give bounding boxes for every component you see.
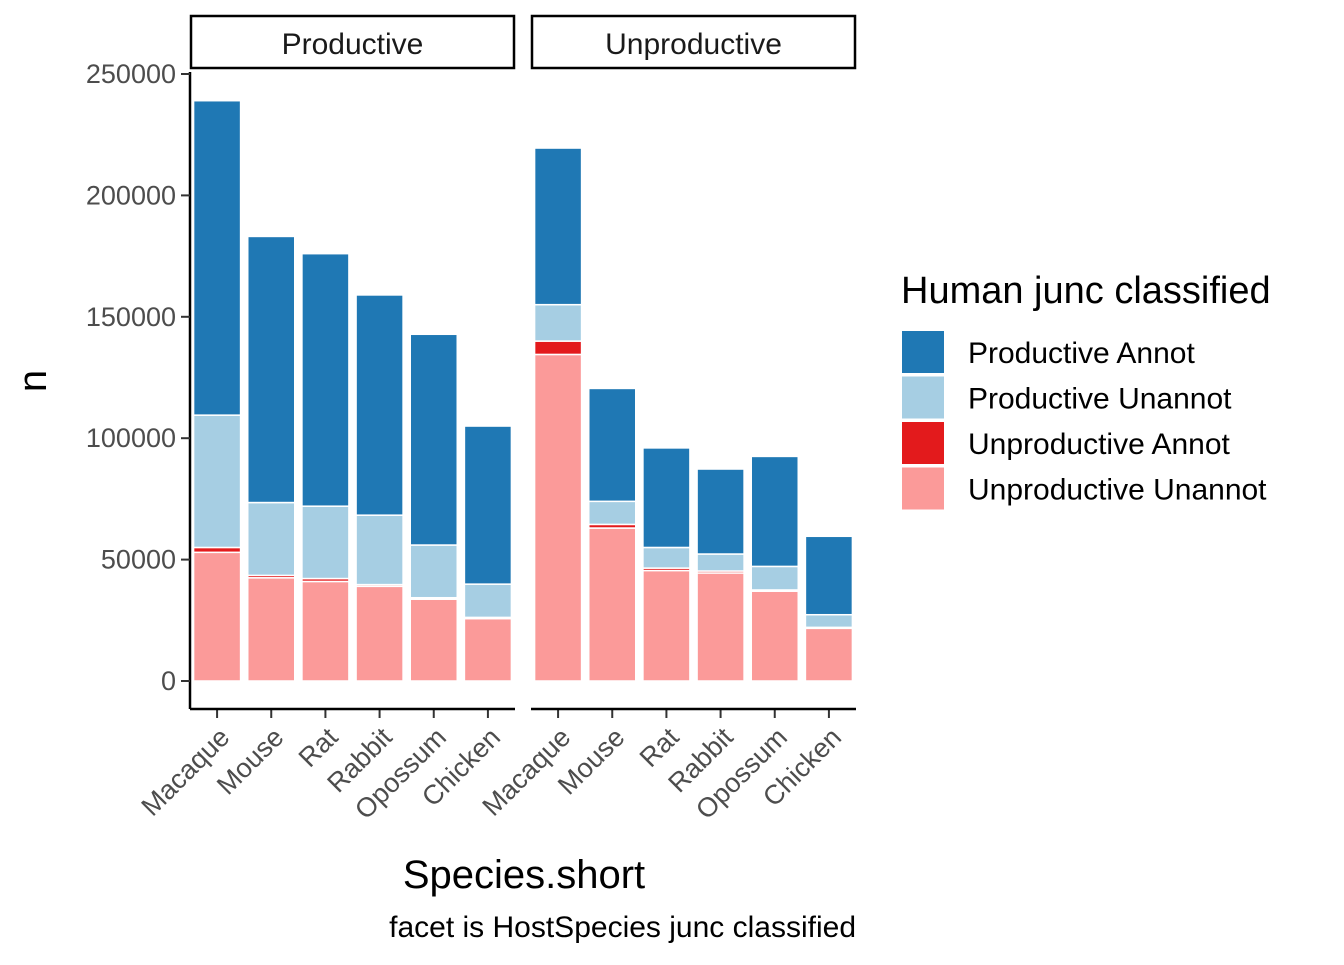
bars <box>533 147 854 682</box>
bar-segment <box>301 505 350 580</box>
bar-segment <box>192 99 242 416</box>
legend: Human junc classified Productive AnnotPr… <box>901 270 1271 510</box>
y-tick-label: 250000 <box>86 59 176 89</box>
y-tick-label: 150000 <box>86 302 176 332</box>
y-axis: 0 50000 100000 150000 200000 250000 <box>86 59 192 709</box>
bar-segment <box>463 425 513 585</box>
facet-strip-box <box>530 14 857 70</box>
bar-segment <box>696 572 745 682</box>
legend-label: Unproductive Annot <box>968 428 1231 461</box>
bar-segment <box>247 501 296 577</box>
legend-entries: Productive Annot Productive Unannot Unprod… <box>902 331 1267 510</box>
legend-swatch <box>902 467 944 510</box>
y-tick-label: 200000 <box>86 180 176 210</box>
bar-segment <box>355 585 404 682</box>
y-tick-label: 0 <box>161 666 176 696</box>
bar-segment <box>750 565 799 591</box>
bar-segment <box>192 551 242 682</box>
bar-segment <box>696 468 745 555</box>
facet-strip-box <box>189 14 516 70</box>
bar-segment <box>301 252 350 507</box>
bar-segment <box>804 627 854 682</box>
bar-segment <box>355 514 404 586</box>
bar-segment <box>642 447 691 549</box>
y-tick-label: 50000 <box>101 545 176 575</box>
bar-segment <box>301 580 350 682</box>
bar-segment <box>588 387 637 503</box>
bar-segment <box>642 546 691 569</box>
bar-segment <box>696 553 745 572</box>
bar-segment <box>192 414 242 549</box>
bar-segment <box>409 598 458 682</box>
bar-segment <box>355 294 404 516</box>
bar-segment <box>588 500 637 526</box>
bar-segment <box>804 613 854 629</box>
bar-segment <box>642 569 691 682</box>
bar-segment <box>533 353 583 682</box>
legend-swatch <box>902 331 944 373</box>
bar-segment <box>463 583 513 619</box>
caption: facet is HostSpecies junc classified <box>389 911 856 944</box>
facet-strip-label: Productive <box>282 28 424 61</box>
bar-segment <box>247 235 296 504</box>
legend-label: Productive Unannot <box>968 383 1232 416</box>
y-axis-title: n <box>11 370 55 392</box>
bar-segment <box>750 455 799 568</box>
bar-segment <box>533 147 583 306</box>
bar-segment <box>533 340 583 356</box>
bar-segment <box>533 303 583 342</box>
legend-title: Human junc classified <box>901 270 1271 312</box>
bar-segment <box>750 590 799 682</box>
bar-segment <box>247 577 296 682</box>
bar-segment <box>409 333 458 546</box>
bar-segment <box>463 617 513 682</box>
legend-swatch <box>902 422 944 464</box>
y-tick-label: 100000 <box>86 423 176 453</box>
bar-segment <box>804 535 854 616</box>
bars <box>192 99 513 682</box>
legend-label: Productive Annot <box>968 337 1195 370</box>
facet-strip-label: Unproductive <box>605 28 782 61</box>
legend-label: Unproductive Unannot <box>968 474 1267 507</box>
x-axis-title: Species.short <box>403 853 645 897</box>
bar-segment <box>588 527 637 682</box>
legend-swatch <box>902 376 944 419</box>
bar-segment <box>409 544 458 599</box>
